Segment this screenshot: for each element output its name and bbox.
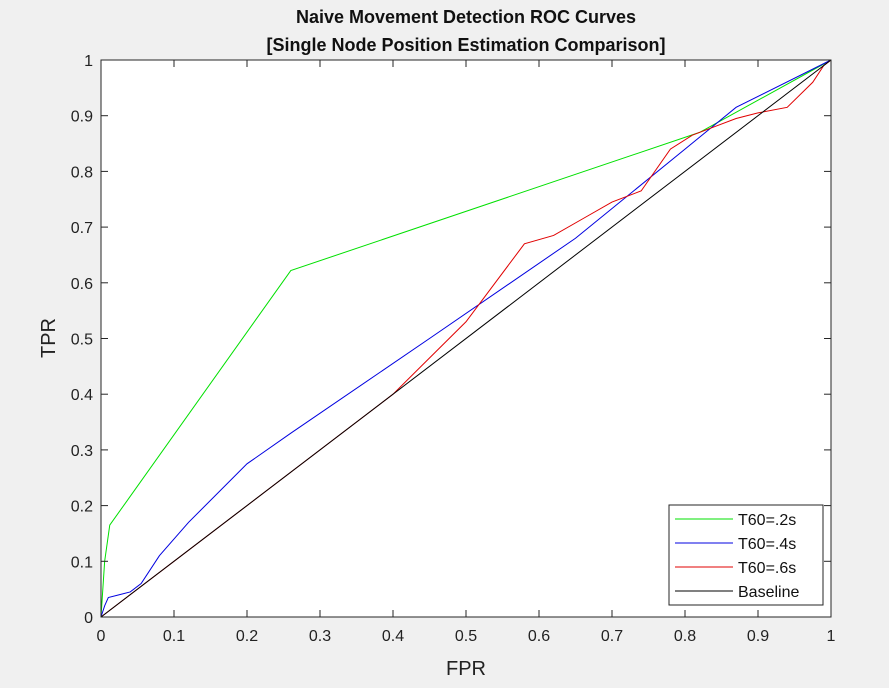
x-tick-label: 1 bbox=[827, 628, 836, 645]
series-line-t60-2s bbox=[100, 59, 832, 618]
x-tick-label: 0.8 bbox=[674, 628, 696, 645]
chart-title: Naive Movement Detection ROC Curves bbox=[296, 7, 636, 27]
legend-label: Baseline bbox=[738, 584, 799, 601]
x-tick-label: 0.5 bbox=[455, 628, 477, 645]
x-tick-label: 0.1 bbox=[163, 628, 185, 645]
y-tick-label: 0.6 bbox=[71, 276, 93, 293]
y-tick-label: 0.5 bbox=[71, 332, 93, 349]
legend: T60=.2s T60=.4s T60=.6s Baseline bbox=[668, 504, 824, 606]
legend-label: T60=.4s bbox=[738, 536, 796, 553]
legend-box bbox=[668, 504, 824, 606]
y-ticks: 0 0.1 0.2 0.3 0.4 0.5 0.6 0.7 0.8 0.9 1 bbox=[71, 53, 831, 627]
x-ticks: 0 0.1 0.2 0.3 0.4 0.5 0.6 0.7 0.8 0.9 1 bbox=[97, 60, 836, 645]
y-tick-label: 0.9 bbox=[71, 109, 93, 126]
y-tick-label: 0.3 bbox=[71, 443, 93, 460]
y-tick-label: 0 bbox=[84, 610, 93, 627]
x-tick-label: 0 bbox=[97, 628, 106, 645]
x-tick-label: 0.9 bbox=[747, 628, 769, 645]
legend-label: T60=.2s bbox=[738, 512, 796, 529]
x-tick-label: 0.3 bbox=[309, 628, 331, 645]
y-tick-label: 0.8 bbox=[71, 164, 93, 181]
chart-subtitle: [Single Node Position Estimation Compari… bbox=[266, 35, 665, 55]
series-line-t60-4s bbox=[100, 59, 832, 618]
y-tick-label: 0.7 bbox=[71, 220, 93, 237]
x-tick-label: 0.2 bbox=[236, 628, 258, 645]
x-tick-label: 0.6 bbox=[528, 628, 550, 645]
x-tick-label: 0.4 bbox=[382, 628, 404, 645]
y-tick-label: 0.2 bbox=[71, 499, 93, 516]
x-tick-label: 0.7 bbox=[601, 628, 623, 645]
x-axis-title: FPR bbox=[446, 658, 486, 680]
y-tick-label: 0.1 bbox=[71, 554, 93, 571]
y-axis-title: TPR bbox=[38, 318, 60, 358]
y-tick-label: 1 bbox=[84, 53, 93, 70]
legend-label: T60=.6s bbox=[738, 560, 796, 577]
series-layer bbox=[100, 59, 832, 618]
y-tick-label: 0.4 bbox=[71, 387, 93, 404]
series-line-baseline bbox=[100, 59, 832, 618]
